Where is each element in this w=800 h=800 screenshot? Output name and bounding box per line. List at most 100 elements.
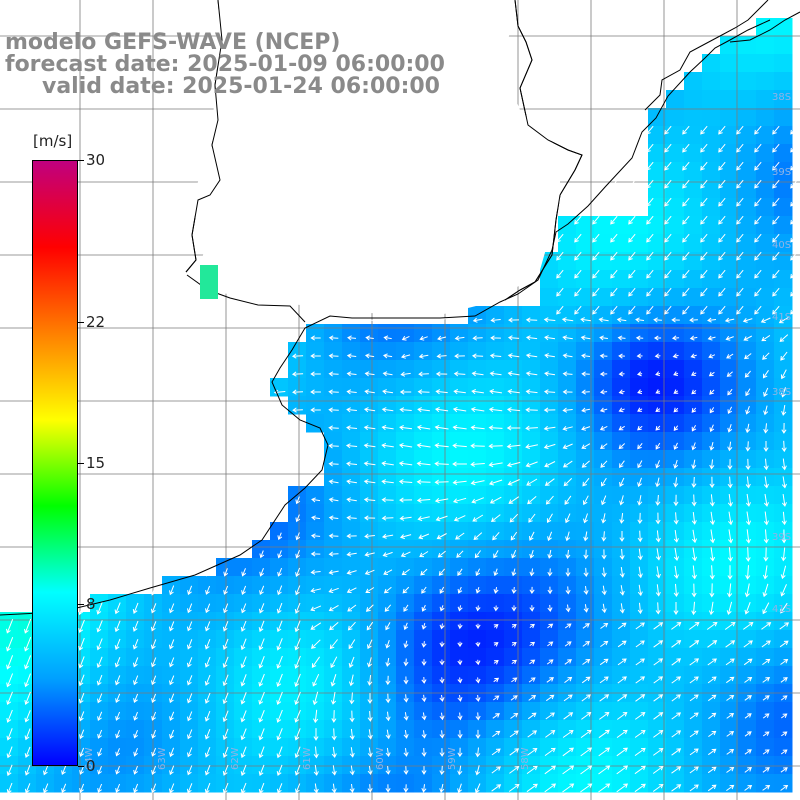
wind-speed-cell: [216, 666, 235, 685]
wind-speed-cell: [396, 324, 415, 343]
wind-speed-cell: [126, 666, 145, 685]
wind-speed-cell: [396, 774, 415, 793]
wind-speed-cell: [216, 720, 235, 739]
wind-arrow: [457, 712, 463, 721]
wind-speed-cell: [450, 648, 469, 667]
wind-arrow: [762, 352, 770, 360]
wind-arrow: [727, 388, 733, 396]
wind-speed-cell: [18, 702, 37, 721]
wind-speed-cell: [468, 342, 487, 361]
wind-arrow: [509, 513, 519, 523]
wind-arrow: [527, 748, 538, 756]
wind-speed-cell: [666, 306, 685, 325]
wind-arrow: [277, 585, 283, 596]
wind-arrow: [655, 425, 661, 431]
wind-arrow: [276, 728, 283, 741]
wind-speed-cell: [630, 378, 649, 397]
wind-arrow: [96, 656, 103, 669]
wind-arrow: [599, 425, 608, 431]
wind-arrow: [543, 317, 556, 323]
wind-arrow: [563, 712, 574, 720]
wind-arrow: [646, 197, 654, 207]
wind-arrow: [528, 513, 536, 523]
wind-speed-cell: [774, 360, 793, 379]
wind-arrow: [525, 317, 538, 323]
wind-arrow: [700, 269, 708, 279]
wind-arrow: [546, 659, 554, 665]
wind-speed-cell: [756, 216, 775, 235]
wind-speed-cell: [216, 756, 235, 775]
wind-arrow: [547, 623, 554, 629]
wind-arrow: [601, 513, 607, 524]
wind-arrow: [544, 371, 556, 377]
wind-arrow: [547, 568, 553, 577]
wind-arrow: [691, 407, 697, 413]
wind-speed-cell: [396, 522, 415, 541]
wind-arrow: [562, 425, 573, 431]
wind-speed-cell: [540, 306, 559, 325]
wind-speed-cell: [522, 486, 541, 505]
wind-speed-cell: [720, 234, 739, 253]
wind-arrow: [600, 460, 608, 468]
wind-arrow: [583, 604, 589, 613]
wind-arrow: [79, 765, 85, 775]
wind-speed-cell: [738, 36, 757, 55]
wind-arrow: [655, 530, 661, 543]
wind-arrow: [78, 674, 85, 687]
wind-arrow: [114, 657, 121, 668]
wind-speed-cell: [288, 702, 307, 721]
wind-arrow: [416, 497, 431, 503]
wind-speed-cell: [378, 450, 397, 469]
wind-speed-cell: [414, 414, 433, 433]
wind-arrow: [6, 655, 14, 670]
wind-speed-cell: [486, 396, 505, 415]
wind-arrow: [763, 423, 769, 434]
colorbar-tick-label: 15: [86, 454, 106, 472]
wind-speed-cell: [396, 432, 415, 451]
wind-arrow: [169, 657, 175, 668]
wind-arrow: [583, 549, 589, 560]
wind-arrow: [601, 567, 607, 578]
wind-speed-cell: [720, 666, 739, 685]
wind-speed-cell: [540, 576, 559, 595]
wind-arrow: [691, 424, 697, 432]
wind-speed-cell: [774, 378, 793, 397]
wind-arrow: [754, 161, 762, 171]
wind-arrow: [493, 695, 500, 701]
wind-speed-cell: [684, 720, 703, 739]
wind-speed-cell: [522, 396, 541, 415]
wind-speed-cell: [540, 594, 559, 613]
wind-speed-cell: [504, 648, 523, 667]
wind-speed-cell: [702, 360, 721, 379]
wind-arrow: [421, 748, 427, 757]
wind-arrow: [565, 568, 571, 577]
wind-arrow: [790, 251, 798, 261]
wind-speed-cell: [468, 756, 487, 775]
wind-speed-cell: [756, 702, 775, 721]
wind-arrow: [754, 179, 762, 189]
wind-arrow: [277, 567, 283, 577]
wind-speed-cell: [198, 738, 217, 757]
wind-speed-cell: [468, 432, 487, 451]
wind-arrow: [745, 458, 751, 471]
wind-speed-cell: [450, 324, 469, 343]
wind-speed-cell: [612, 432, 631, 451]
wind-arrow: [452, 497, 467, 504]
wind-speed-cell: [684, 72, 703, 91]
wind-speed-cell: [738, 126, 757, 145]
wind-arrow: [169, 729, 175, 739]
wind-speed-cell: [684, 702, 703, 721]
wind-arrow: [330, 656, 338, 669]
colorbar-tick-label: 0: [86, 757, 96, 775]
wind-arrow: [780, 658, 789, 665]
wind-speed-cell: [612, 702, 631, 721]
wind-speed-cell: [324, 612, 343, 631]
wind-arrow: [365, 587, 375, 593]
wind-speed-cell: [126, 720, 145, 739]
wind-arrow: [506, 425, 521, 431]
wind-speed-cell: [558, 270, 577, 289]
wind-arrow: [259, 585, 265, 596]
wind-speed-cell: [252, 558, 271, 577]
wind-speed-cell: [684, 342, 703, 361]
lon-label: 60W: [375, 747, 386, 770]
